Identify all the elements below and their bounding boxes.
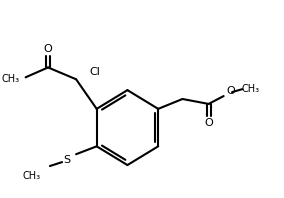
Text: O: O [204, 118, 213, 128]
Text: O: O [44, 44, 53, 54]
Text: CH₃: CH₃ [241, 84, 260, 94]
Text: O: O [226, 86, 235, 96]
Text: CH₃: CH₃ [22, 171, 41, 181]
Text: CH₃: CH₃ [2, 74, 20, 84]
Text: S: S [63, 155, 70, 165]
Text: Cl: Cl [89, 67, 100, 77]
